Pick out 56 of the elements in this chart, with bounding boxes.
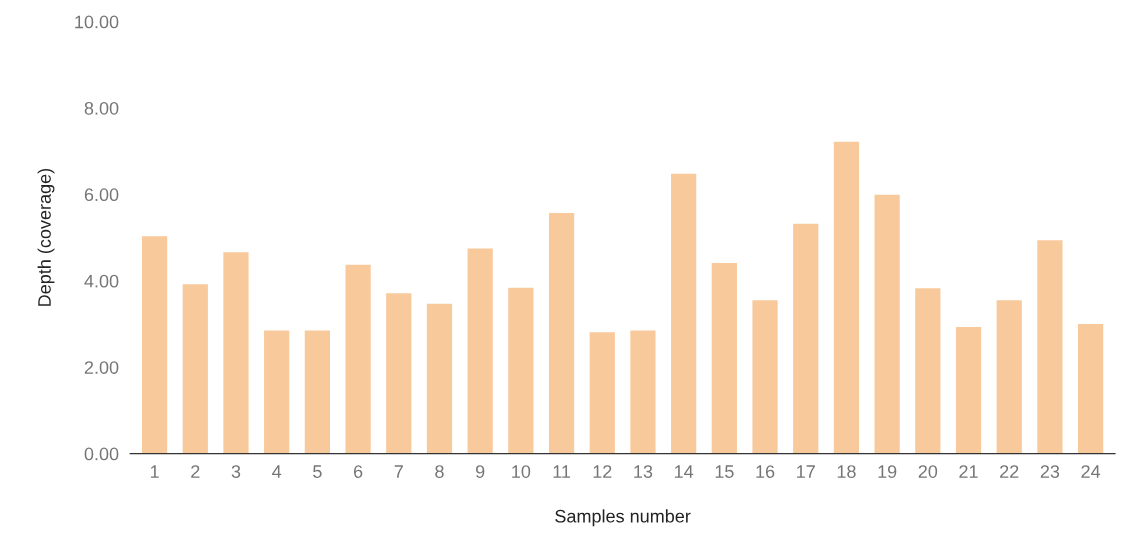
bar [671,173,697,454]
x-tick-label: 22 [1000,465,1019,478]
bar [264,330,290,454]
bar [955,327,982,454]
x-tick-label: 18 [837,465,856,478]
bar [630,330,656,454]
y-tick-label: 6.00 [84,188,119,202]
x-tick-label: 3 [231,465,241,478]
y-tick-label: 4.00 [84,274,119,288]
bar [223,252,249,454]
bar [182,284,208,454]
x-tick-label: 10 [512,465,531,478]
y-tick-label: 2.00 [84,361,119,374]
bar [589,332,615,454]
y-tick-label: 0.00 [84,447,119,461]
bar [1077,324,1104,454]
x-tick-label: 7 [394,465,403,478]
x-tick-label: 8 [435,465,444,478]
x-tick-label: 4 [272,465,282,478]
bar [141,236,168,454]
x-tick-label: 21 [959,465,978,478]
bar [833,141,860,454]
bar [1037,240,1063,454]
x-tick-label: 19 [878,465,897,478]
bar [711,263,737,454]
x-tick-label: 23 [1040,465,1060,478]
bar [752,300,778,454]
y-axis-title: Depth (coverage) [37,168,55,306]
bar [386,293,412,454]
x-tick-label: 13 [634,465,653,478]
bar [467,248,493,454]
x-tick-label: 20 [918,465,938,478]
bar [426,303,453,454]
x-axis-title: Samples number [555,509,691,527]
bar [996,300,1022,454]
x-tick-label: 17 [797,465,815,478]
x-tick-label: 6 [353,465,363,478]
bar [304,330,330,454]
x-tick-label: 9 [475,465,485,478]
bar [793,223,819,454]
x-tick-label: 14 [674,465,694,478]
x-tick-label: 11 [553,465,571,478]
y-tick-label: 8.00 [84,101,119,115]
x-tick-label: 5 [313,465,322,478]
x-tick-label: 12 [593,465,612,478]
bar [874,194,900,454]
y-tick-label: 10.00 [75,15,119,29]
x-tick-label: 15 [715,465,734,478]
bar [915,288,941,454]
bar [508,287,534,454]
x-tick-label: 16 [756,465,775,478]
x-tick-label: 1 [150,465,159,478]
bar [345,264,371,454]
x-tick-label: 2 [191,465,200,478]
bar [548,212,575,454]
x-tick-label: 24 [1081,465,1101,478]
